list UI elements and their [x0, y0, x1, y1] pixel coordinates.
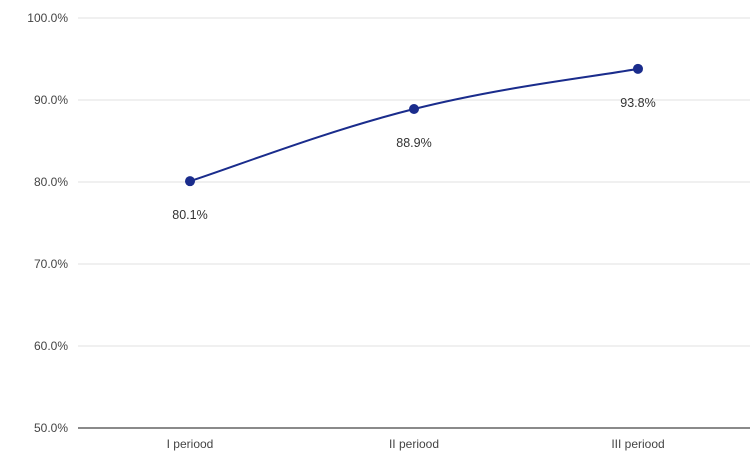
data-label: 88.9% [396, 136, 431, 150]
y-tick-label: 70.0% [34, 257, 68, 271]
x-axis-tick-labels: I periood II periood III periood [167, 437, 665, 451]
y-tick-label: 50.0% [34, 421, 68, 435]
y-tick-label: 100.0% [27, 11, 68, 25]
data-point [409, 104, 419, 115]
data-label: 93.8% [620, 96, 655, 110]
y-axis-tick-labels: 50.0% 60.0% 70.0% 80.0% 90.0% 100.0% [27, 11, 68, 435]
x-tick-label: II periood [389, 437, 439, 451]
series-group [189, 67, 639, 183]
y-tick-label: 60.0% [34, 339, 68, 353]
y-tick-label: 90.0% [34, 93, 68, 107]
x-tick-label: III periood [611, 437, 664, 451]
grid-lines [78, 17, 750, 429]
series-line [189, 67, 639, 183]
data-labels: 80.1% 88.9% 93.8% [172, 96, 655, 222]
x-tick-label: I periood [167, 437, 214, 451]
data-point [633, 63, 643, 74]
data-points [185, 63, 643, 187]
data-point [185, 176, 195, 187]
y-tick-label: 80.0% [34, 175, 68, 189]
data-label: 80.1% [172, 208, 207, 222]
